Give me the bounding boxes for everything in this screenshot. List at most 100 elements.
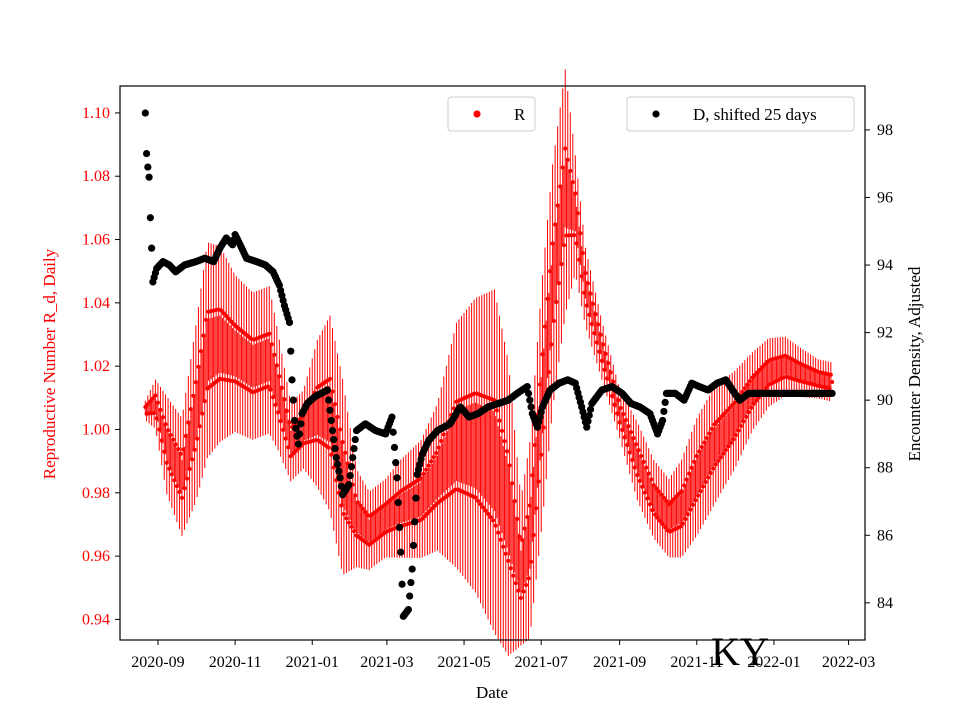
d-point bbox=[351, 435, 359, 444]
y-left-tick-label: 1.10 bbox=[82, 105, 110, 122]
r-point bbox=[436, 445, 441, 450]
r-point bbox=[231, 322, 236, 327]
r-point bbox=[728, 440, 733, 445]
d-point bbox=[285, 318, 294, 327]
r-point bbox=[475, 498, 480, 503]
r-point bbox=[505, 449, 510, 454]
d-point bbox=[325, 396, 333, 404]
r-point bbox=[554, 300, 559, 305]
r-point bbox=[651, 483, 656, 488]
r-point bbox=[739, 423, 744, 428]
r-point bbox=[507, 463, 512, 468]
x-tick-label: 2022-01 bbox=[747, 654, 800, 671]
d-point bbox=[395, 523, 404, 531]
r-point bbox=[750, 375, 755, 380]
r-point bbox=[575, 211, 580, 216]
r-point bbox=[173, 442, 178, 447]
r-point bbox=[284, 408, 289, 413]
r-point bbox=[441, 432, 446, 437]
r-point bbox=[427, 508, 432, 513]
r-point bbox=[755, 370, 760, 375]
r-point bbox=[752, 372, 757, 377]
r-point bbox=[541, 425, 546, 430]
r-point bbox=[629, 430, 634, 435]
r-point bbox=[486, 511, 491, 516]
r-point bbox=[439, 439, 444, 444]
d-point bbox=[327, 416, 335, 425]
r-point bbox=[192, 447, 197, 452]
r-point bbox=[674, 494, 679, 499]
r-point bbox=[572, 233, 577, 238]
r-point bbox=[434, 450, 439, 455]
state-stamp: KY bbox=[711, 629, 769, 674]
r-point bbox=[664, 499, 669, 504]
r-point bbox=[202, 399, 207, 404]
r-point bbox=[754, 398, 759, 403]
x-tick-label: 2021-01 bbox=[286, 654, 339, 671]
x-tick-label: 2021-09 bbox=[593, 654, 646, 671]
x-tick-label: 2021-05 bbox=[437, 654, 490, 671]
r-point bbox=[730, 403, 735, 408]
r-point bbox=[419, 476, 424, 481]
r-point bbox=[580, 251, 585, 256]
y-right-tick-label: 86 bbox=[877, 527, 893, 544]
d-point bbox=[659, 416, 667, 425]
r-point bbox=[716, 458, 721, 463]
r-point bbox=[277, 374, 282, 379]
r-point bbox=[828, 372, 833, 377]
r-point bbox=[269, 342, 274, 347]
x-tick-label: 2020-11 bbox=[209, 654, 262, 671]
r-point bbox=[517, 534, 522, 539]
r-point bbox=[726, 444, 731, 449]
r-point bbox=[355, 500, 360, 505]
r-point bbox=[182, 486, 187, 491]
d-point bbox=[331, 444, 339, 453]
r-point bbox=[346, 520, 351, 525]
d-point bbox=[349, 453, 357, 462]
r-point bbox=[593, 312, 598, 317]
r-point bbox=[618, 405, 623, 410]
r-point bbox=[678, 524, 683, 529]
r-point bbox=[493, 523, 498, 528]
r-point bbox=[631, 436, 636, 441]
d-point bbox=[526, 396, 534, 404]
r-point bbox=[282, 397, 287, 402]
r-point bbox=[722, 411, 727, 416]
r-point bbox=[551, 319, 556, 324]
r-point bbox=[563, 146, 568, 151]
d-point bbox=[330, 435, 338, 444]
d-point bbox=[583, 423, 591, 431]
r-point bbox=[669, 499, 674, 504]
r-point bbox=[426, 463, 431, 468]
r-point bbox=[644, 465, 649, 470]
r-point bbox=[272, 352, 277, 357]
r-point bbox=[685, 512, 690, 517]
r-point bbox=[510, 481, 515, 486]
r-point bbox=[340, 440, 345, 445]
r-point bbox=[501, 544, 506, 549]
r-point bbox=[830, 379, 835, 384]
r-point bbox=[531, 532, 536, 537]
d-point bbox=[296, 430, 304, 438]
y-left-axis-title: Reproductive Number R_d, Daily bbox=[40, 248, 59, 479]
r-point bbox=[534, 506, 539, 511]
r-point bbox=[432, 503, 437, 508]
r-point bbox=[661, 495, 666, 500]
r-point bbox=[570, 180, 575, 185]
r-point bbox=[224, 314, 229, 319]
d-point bbox=[408, 565, 416, 573]
y-left-tick-label: 0.94 bbox=[82, 611, 110, 628]
r-point bbox=[701, 484, 706, 489]
r-point bbox=[360, 506, 365, 511]
r-point bbox=[549, 342, 554, 347]
d-point bbox=[404, 605, 412, 614]
r-point bbox=[621, 412, 626, 417]
d-point bbox=[388, 413, 396, 421]
r-point bbox=[185, 476, 190, 481]
y-left-tick-label: 1.04 bbox=[82, 295, 110, 312]
r-point bbox=[736, 428, 741, 433]
y-left-tick-label: 0.96 bbox=[82, 548, 110, 565]
r-point bbox=[291, 451, 296, 456]
r-point bbox=[656, 489, 661, 494]
r-point bbox=[606, 361, 611, 366]
